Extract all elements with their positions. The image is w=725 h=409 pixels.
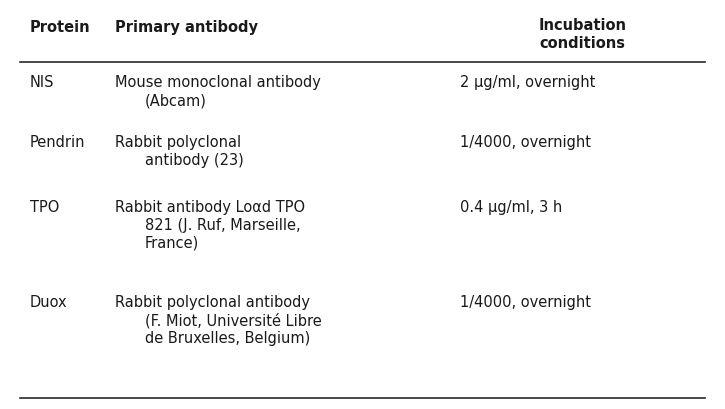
Text: 1/4000, overnight: 1/4000, overnight [460, 135, 591, 150]
Text: Mouse monoclonal antibody: Mouse monoclonal antibody [115, 75, 321, 90]
Text: Rabbit polyclonal antibody: Rabbit polyclonal antibody [115, 295, 310, 310]
Text: Primary antibody: Primary antibody [115, 20, 258, 35]
Text: (Abcam): (Abcam) [145, 93, 207, 108]
Text: 821 (J. Ruf, Marseille,: 821 (J. Ruf, Marseille, [145, 218, 301, 233]
Text: TPO: TPO [30, 200, 59, 215]
Text: antibody (23): antibody (23) [145, 153, 244, 168]
Text: conditions: conditions [539, 36, 626, 51]
Text: de Bruxelles, Belgium): de Bruxelles, Belgium) [145, 331, 310, 346]
Text: France): France) [145, 236, 199, 251]
Text: NIS: NIS [30, 75, 54, 90]
Text: 1/4000, overnight: 1/4000, overnight [460, 295, 591, 310]
Text: Protein: Protein [30, 20, 91, 35]
Text: Pendrin: Pendrin [30, 135, 86, 150]
Text: 0.4 μg/ml, 3 h: 0.4 μg/ml, 3 h [460, 200, 563, 215]
Text: Rabbit antibody Loαd TPO: Rabbit antibody Loαd TPO [115, 200, 305, 215]
Text: 2 μg/ml, overnight: 2 μg/ml, overnight [460, 75, 595, 90]
Text: Duox: Duox [30, 295, 67, 310]
Text: Rabbit polyclonal: Rabbit polyclonal [115, 135, 241, 150]
Text: (F. Miot, Université Libre: (F. Miot, Université Libre [145, 313, 322, 328]
Text: Incubation: Incubation [539, 18, 626, 33]
